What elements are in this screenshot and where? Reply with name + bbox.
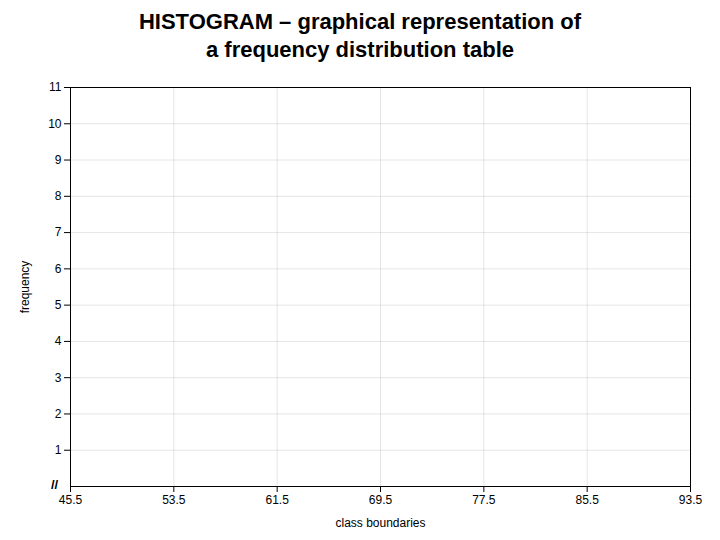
svg-text:61.5: 61.5 [265, 493, 289, 507]
svg-text:5: 5 [55, 298, 62, 312]
html-text:HISTOGRAM – graphical represen: HISTOGRAM – graphical representation of … [138, 9, 582, 62]
svg-text:frequency: frequency [18, 261, 32, 314]
svg-text:45.5: 45.5 [59, 493, 83, 507]
svg-text:7: 7 [55, 225, 62, 239]
svg-text:class boundaries: class boundaries [335, 516, 425, 530]
svg-text:85.5: 85.5 [575, 493, 599, 507]
svg-text:3: 3 [55, 371, 62, 385]
svg-text:2: 2 [55, 407, 62, 421]
svg-text:9: 9 [55, 153, 62, 167]
svg-text:6: 6 [55, 262, 62, 276]
svg-text:1: 1 [55, 443, 62, 457]
svg-text://: // [51, 477, 59, 492]
svg-text:53.5: 53.5 [162, 493, 186, 507]
svg-text:4: 4 [55, 334, 62, 348]
svg-text:69.5: 69.5 [369, 493, 393, 507]
svg-text:8: 8 [55, 189, 62, 203]
svg-text:10: 10 [48, 117, 62, 131]
svg-text:11: 11 [49, 80, 62, 94]
svg-text:77.5: 77.5 [472, 493, 496, 507]
svg-text:93.5: 93.5 [679, 493, 703, 507]
